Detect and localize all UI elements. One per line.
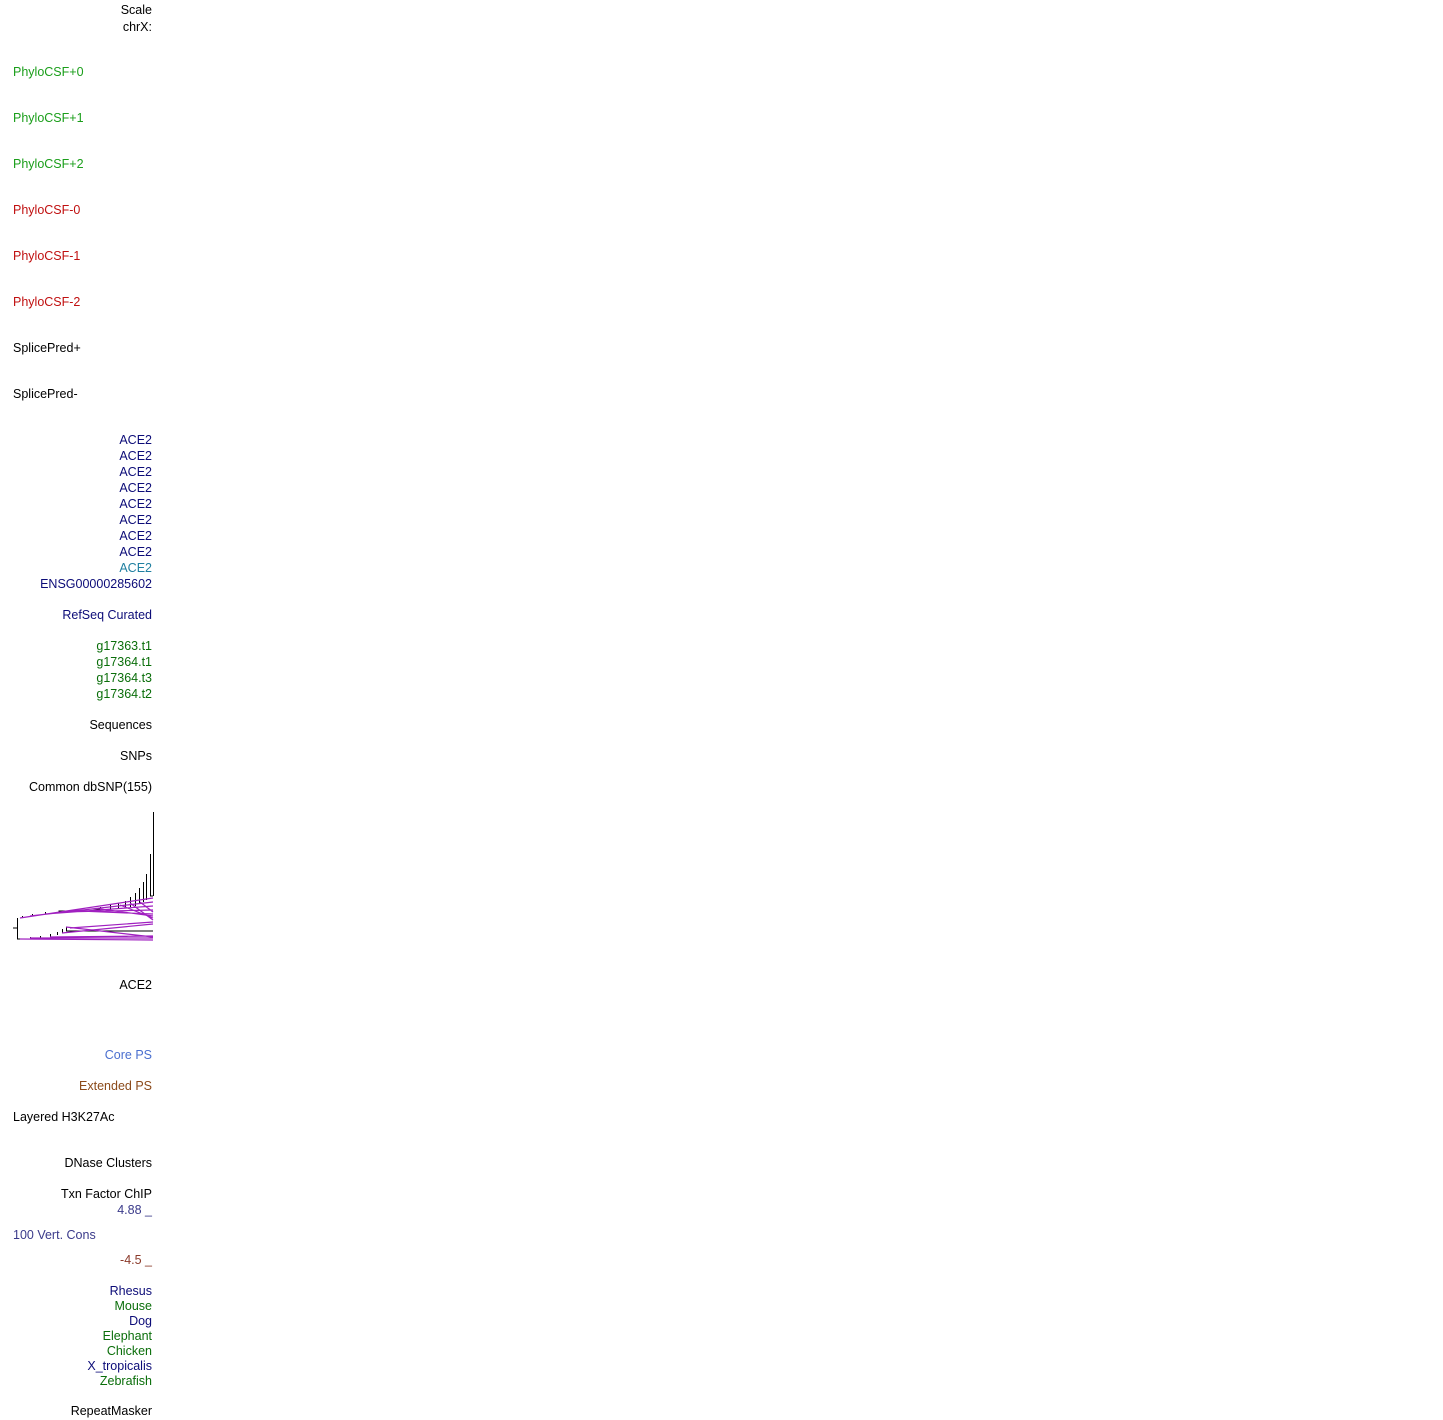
track-label[interactable]: Core PS <box>104 1048 152 1062</box>
track-label[interactable]: g17364.t2 <box>96 687 152 701</box>
track-label[interactable]: ACE2 <box>119 433 152 447</box>
track-label[interactable]: ACE2 <box>119 561 152 575</box>
track-label[interactable]: PhyloCSF-2 <box>13 295 81 309</box>
track-label[interactable]: Scale <box>120 3 152 17</box>
track-label[interactable]: DNase Clusters <box>64 1156 152 1170</box>
track-label[interactable]: PhyloCSF-1 <box>13 249 81 263</box>
track-label[interactable]: SplicePred- <box>13 387 78 401</box>
track-label[interactable]: SNPs <box>120 749 152 763</box>
track-label[interactable]: 4.88 _ <box>117 1203 152 1217</box>
track-label[interactable]: ACE2 <box>119 529 152 543</box>
track-label[interactable]: PhyloCSF+2 <box>13 157 84 171</box>
track-label[interactable]: Common dbSNP(155) <box>29 780 152 794</box>
track-label[interactable]: Sequences <box>89 718 152 732</box>
tree-lines <box>13 812 154 940</box>
tree-links <box>19 897 154 941</box>
track-label[interactable]: ENSG00000285602 <box>40 577 152 591</box>
track-label[interactable]: Dog <box>129 1314 152 1328</box>
track-label[interactable]: Txn Factor ChIP <box>61 1187 152 1201</box>
track-label[interactable]: -4.5 _ <box>120 1253 152 1267</box>
track-label[interactable]: RefSeq Curated <box>62 608 152 622</box>
track-label[interactable]: g17364.t1 <box>96 655 152 669</box>
track-label[interactable]: PhyloCSF+0 <box>13 65 84 79</box>
track-label[interactable]: X_tropicalis <box>87 1359 152 1373</box>
track-label[interactable]: PhyloCSF+1 <box>13 111 84 125</box>
track-label[interactable]: Extended PS <box>79 1079 152 1093</box>
track-label[interactable]: Layered H3K27Ac <box>13 1110 115 1124</box>
track-label[interactable]: ACE2 <box>119 978 152 992</box>
track-label[interactable]: 100 Vert. Cons <box>13 1228 96 1242</box>
dendrogram <box>13 812 154 941</box>
track-label[interactable]: g17363.t1 <box>96 639 152 653</box>
track-label[interactable]: ACE2 <box>119 545 152 559</box>
track-label[interactable]: PhyloCSF-0 <box>13 203 81 217</box>
track-label[interactable]: ACE2 <box>119 465 152 479</box>
track-label[interactable]: ACE2 <box>119 497 152 511</box>
track-label[interactable]: Zebrafish <box>99 1374 152 1388</box>
track-label[interactable]: Rhesus <box>109 1284 152 1298</box>
track-label[interactable]: SplicePred+ <box>13 341 81 355</box>
track-label[interactable]: Chicken <box>106 1344 152 1358</box>
track-label[interactable]: RepeatMasker <box>70 1404 152 1418</box>
track-label[interactable]: Mouse <box>114 1299 152 1313</box>
track-label[interactable]: chrX: <box>122 20 152 34</box>
track-label[interactable]: ACE2 <box>119 513 152 527</box>
track-label[interactable]: Elephant <box>102 1329 152 1343</box>
track-label[interactable]: ACE2 <box>119 449 152 463</box>
track-label[interactable]: g17364.t3 <box>96 671 152 685</box>
track-label[interactable]: ACE2 <box>119 481 152 495</box>
